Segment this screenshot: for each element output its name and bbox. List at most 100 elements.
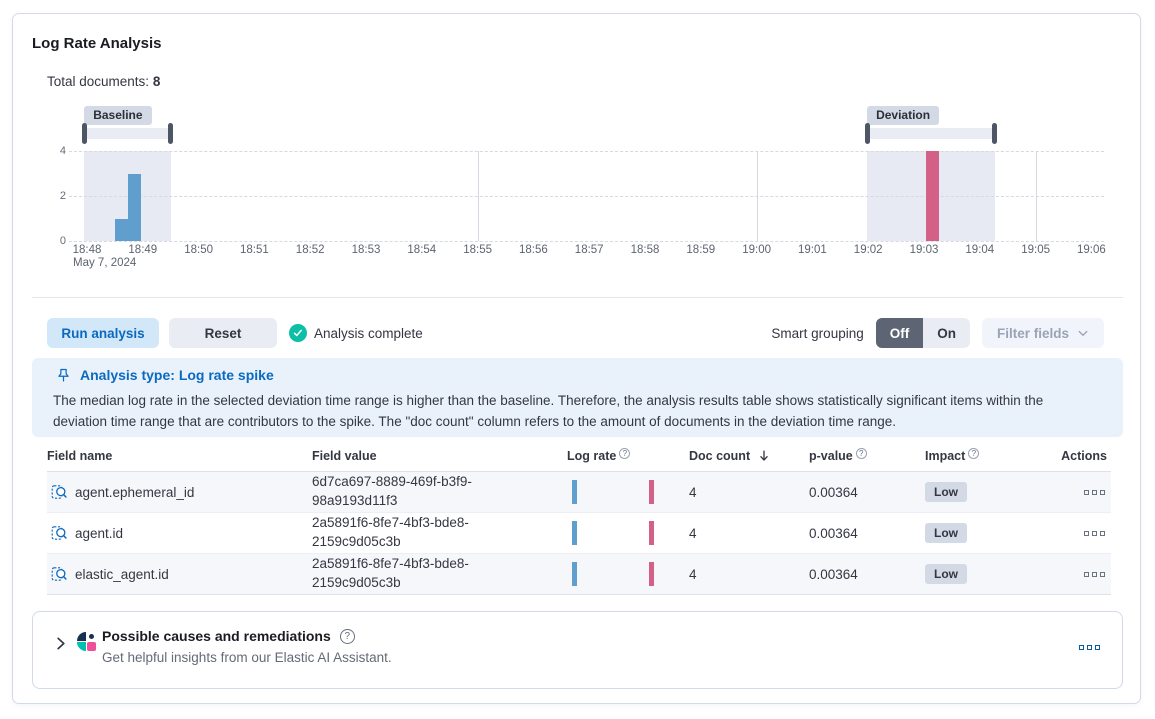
baseline-bar-0 xyxy=(114,218,128,241)
filter-fields-button[interactable]: Filter fields xyxy=(981,318,1104,348)
column-header-field-value[interactable]: Field value xyxy=(312,449,377,463)
table-body: agent.ephemeral_id 6d7ca697-8889-469f-b3f… xyxy=(47,472,1111,595)
x-axis-label-18:57: 18:57 xyxy=(574,244,604,256)
x-axis-label-19:04: 19:04 xyxy=(965,244,995,256)
p-value-cell: 0.00364 xyxy=(809,484,858,500)
smart-grouping-off-button[interactable]: Off xyxy=(875,318,924,348)
deviation-bar-0 xyxy=(926,151,940,241)
run-analysis-button[interactable]: Run analysis xyxy=(47,318,159,348)
x-axis-label-19:00: 19:00 xyxy=(742,244,771,256)
help-icon[interactable]: ? xyxy=(619,448,631,459)
column-header-impact[interactable]: Impact? xyxy=(925,448,1025,471)
deviation-brush-right-handle[interactable] xyxy=(992,123,998,144)
field-value-cell: 2a5891f6-8fe7-4bf3-bde8-2159c9d05c3b xyxy=(312,515,469,549)
deviation-brush-left-handle[interactable] xyxy=(864,123,870,144)
y-axis-label-4: 4 xyxy=(59,145,66,157)
total-documents: Total documents: 8 xyxy=(47,74,160,89)
callout-title: Analysis type: Log rate spike xyxy=(80,367,274,383)
y-gridline-0 xyxy=(69,241,1104,242)
x-axis-label-19:03: 19:03 xyxy=(909,244,939,256)
impact-badge: Low xyxy=(925,482,967,502)
field-value-cell: 6d7ca697-8889-469f-b3f9-98a9193d11f3 xyxy=(312,474,472,508)
column-header-log-rate[interactable]: Log rate? xyxy=(567,448,689,471)
deviation-mini-bar xyxy=(649,562,654,586)
deviation-mini-bar xyxy=(649,521,654,545)
total-documents-count: 8 xyxy=(152,74,161,89)
table-row: agent.id 2a5891f6-8fe7-4bf3-bde8-2159c9d0… xyxy=(47,513,1111,554)
help-icon[interactable]: ? xyxy=(855,448,867,459)
column-header-doc-count[interactable]: Doc count xyxy=(689,449,809,471)
ai-panel-subtitle: Get helpful insights from our Elastic AI… xyxy=(102,650,392,665)
expand-chevron-icon[interactable] xyxy=(53,636,68,651)
x-axis-label-18:55: 18:55 xyxy=(463,244,492,256)
smart-grouping-toggle: Off On xyxy=(875,318,970,348)
baseline-brush-badge[interactable]: Baseline xyxy=(84,106,152,125)
x-axis-label-18:51: 18:51 xyxy=(240,244,269,256)
analysis-status: Analysis complete xyxy=(289,318,423,348)
baseline-mini-bar xyxy=(572,480,577,504)
x-axis-date-label: May 7, 2024 xyxy=(73,257,137,269)
impact-cell: Low xyxy=(925,482,1025,502)
p-value-cell: 0.00364 xyxy=(809,566,858,582)
filter-field-icon[interactable] xyxy=(51,484,67,500)
row-actions-icon[interactable] xyxy=(1084,530,1105,536)
log-rate-mini-chart xyxy=(571,479,657,505)
field-name-cell: agent.id xyxy=(47,525,312,541)
panel-actions-icon[interactable] xyxy=(1079,645,1100,650)
total-documents-label: Total documents: xyxy=(47,74,153,89)
baseline-mini-bar xyxy=(572,521,577,545)
baseline-brush-left-handle[interactable] xyxy=(81,123,87,144)
x-axis-label-18:58: 18:58 xyxy=(630,244,660,256)
x-gridline-19:05 xyxy=(1035,151,1037,241)
ai-panel-title: Possible causes and remediations xyxy=(102,628,331,644)
toolbar-right-controls: Smart grouping Off On Filter fields xyxy=(771,318,1104,348)
row-actions-icon[interactable] xyxy=(1084,489,1105,495)
field-name-cell: elastic_agent.id xyxy=(47,566,312,582)
deviation-brush-bar[interactable] xyxy=(867,128,995,139)
column-header-p-value[interactable]: p-value? xyxy=(809,448,925,471)
help-icon[interactable]: ? xyxy=(968,448,980,459)
field-name: agent.ephemeral_id xyxy=(75,484,195,500)
ai-panel-title-row[interactable]: Possible causes and remediations ? xyxy=(102,628,355,644)
x-axis-label-18:56: 18:56 xyxy=(519,244,548,256)
log-rate-mini-chart xyxy=(571,520,657,546)
baseline-brush-right-handle[interactable] xyxy=(168,123,174,144)
document-count-chart: 0 2 4 Baseline Deviation 18:48 18:49 18:50 18:51… xyxy=(13,101,1142,286)
p-value-cell: 0.00364 xyxy=(809,525,858,541)
y-gridline-4 xyxy=(69,151,1104,152)
x-axis-label-19:05: 19:05 xyxy=(1021,244,1050,256)
x-axis-label-19:01: 19:01 xyxy=(798,244,827,256)
elastic-ai-assistant-icon xyxy=(77,632,97,652)
impact-cell: Low xyxy=(925,564,1025,584)
y-axis-label-0: 0 xyxy=(59,235,66,247)
x-axis-label-19:02: 19:02 xyxy=(853,244,883,256)
x-axis-label-18:59: 18:59 xyxy=(686,244,716,256)
table-row: elastic_agent.id 2a5891f6-8fe7-4bf3-bde8-… xyxy=(47,554,1111,595)
actions-cell xyxy=(1025,571,1111,577)
log-rate-cell xyxy=(567,479,689,505)
log-rate-cell xyxy=(567,520,689,546)
deviation-brush-badge[interactable]: Deviation xyxy=(867,106,940,125)
filter-field-icon[interactable] xyxy=(51,566,67,582)
callout-body: The median log rate in the selected devi… xyxy=(53,393,1044,429)
actions-cell xyxy=(1025,530,1111,536)
sort-desc-icon xyxy=(760,450,768,461)
pin-icon xyxy=(58,368,69,382)
field-name-cell: agent.ephemeral_id xyxy=(47,484,312,500)
reset-button[interactable]: Reset xyxy=(169,318,277,348)
x-axis-label-19:06: 19:06 xyxy=(1077,244,1106,256)
analysis-type-callout: Analysis type: Log rate spike The median… xyxy=(32,358,1123,437)
doc-count-cell: 4 xyxy=(689,566,697,582)
y-gridline-2 xyxy=(69,196,1104,197)
row-actions-icon[interactable] xyxy=(1084,571,1105,577)
analysis-results-table: Field name Field value Log rate? Doc cou… xyxy=(47,448,1111,595)
chevron-down-icon xyxy=(1078,330,1088,336)
filter-field-icon[interactable] xyxy=(51,525,67,541)
field-value-cell: 2a5891f6-8fe7-4bf3-bde8-2159c9d05c3b xyxy=(312,556,469,590)
x-gridline-18:55 xyxy=(477,151,479,241)
help-icon[interactable]: ? xyxy=(339,628,355,644)
column-header-field-name[interactable]: Field name xyxy=(47,449,113,463)
baseline-brush-bar[interactable] xyxy=(84,128,171,139)
field-name: elastic_agent.id xyxy=(75,566,169,582)
smart-grouping-on-button[interactable]: On xyxy=(923,318,970,348)
